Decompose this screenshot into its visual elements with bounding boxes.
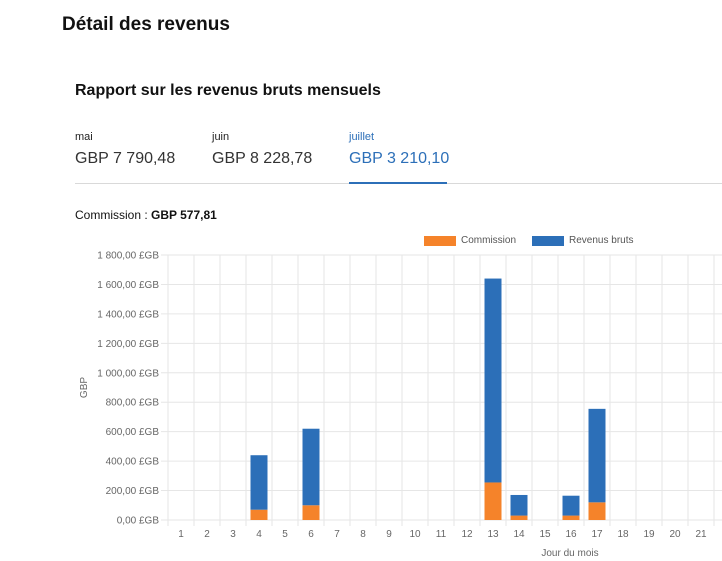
tab-juillet-value: GBP 3 210,10 bbox=[349, 150, 450, 167]
y-tick-label: 1 400,00 £GB bbox=[97, 309, 159, 320]
legend-swatch-commission bbox=[424, 235, 456, 246]
month-tabs: mai GBP 7 790,48 juin GBP 8 228,78 juill… bbox=[75, 126, 722, 184]
x-tick-label: 19 bbox=[643, 529, 655, 540]
commission-summary-label: Commission : bbox=[75, 208, 152, 222]
bar-revenus-bruts bbox=[302, 428, 320, 506]
bar-revenus-bruts bbox=[484, 278, 502, 483]
page-title: Détail des revenus bbox=[62, 14, 230, 35]
x-tick-label: 21 bbox=[695, 529, 707, 540]
x-tick-label: 18 bbox=[617, 529, 629, 540]
commission-summary-value: GBP 577,81 bbox=[151, 208, 217, 222]
x-tick-label: 10 bbox=[409, 529, 421, 540]
y-tick-label: 1 000,00 £GB bbox=[97, 368, 159, 379]
x-tick-label: 13 bbox=[487, 529, 499, 540]
x-tick-label: 17 bbox=[591, 529, 603, 540]
tab-mai-value: GBP 7 790,48 bbox=[75, 150, 176, 167]
y-tick-label: 1 200,00 £GB bbox=[97, 339, 159, 350]
x-tick-label: 16 bbox=[565, 529, 577, 540]
x-tick-label: 14 bbox=[513, 529, 525, 540]
x-tick-label: 5 bbox=[282, 529, 288, 540]
bar-commission bbox=[588, 502, 606, 520]
bar-revenus-bruts bbox=[562, 495, 580, 516]
y-tick-label: 400,00 £GB bbox=[106, 457, 160, 468]
x-tick-label: 9 bbox=[386, 529, 392, 540]
legend-label-commission: Commission bbox=[461, 235, 517, 246]
x-tick-label: 2 bbox=[204, 529, 210, 540]
y-tick-label: 0,00 £GB bbox=[117, 516, 160, 527]
bar-commission bbox=[250, 509, 268, 520]
commission-summary: Commission : GBP 577,81 bbox=[75, 208, 217, 222]
bar-revenus-bruts bbox=[250, 455, 268, 510]
tab-juin-label: juin bbox=[212, 131, 230, 143]
x-tick-label: 12 bbox=[461, 529, 473, 540]
x-tick-label: 7 bbox=[334, 529, 340, 540]
y-tick-label: 200,00 £GB bbox=[106, 486, 160, 497]
y-tick-label: 800,00 £GB bbox=[106, 398, 160, 409]
legend-item-commission[interactable]: Commission bbox=[424, 235, 516, 246]
x-tick-label: 11 bbox=[436, 529, 447, 540]
tab-mai[interactable]: mai GBP 7 790,48 bbox=[75, 126, 175, 183]
x-tick-label: 6 bbox=[308, 529, 314, 540]
y-tick-label: 1 800,00 £GB bbox=[97, 251, 159, 262]
bar-commission bbox=[302, 505, 320, 520]
bar-commission bbox=[484, 482, 502, 520]
tab-juillet-label: juillet bbox=[349, 131, 375, 143]
legend-item-revenus-bruts[interactable]: Revenus bruts bbox=[532, 235, 634, 246]
tab-mai-label: mai bbox=[75, 131, 93, 143]
legend-swatch-revenus-bruts bbox=[532, 235, 565, 246]
bar-commission bbox=[510, 515, 528, 520]
tab-juin[interactable]: juin GBP 8 228,78 bbox=[212, 126, 312, 183]
y-tick-label: 600,00 £GB bbox=[106, 427, 160, 438]
tab-juillet[interactable]: juillet GBP 3 210,10 bbox=[349, 126, 450, 184]
legend-label-revenus-bruts: Revenus bruts bbox=[569, 235, 634, 246]
chart-legend: Commission Revenus bruts bbox=[424, 235, 650, 246]
x-tick-label: 15 bbox=[539, 529, 551, 540]
x-tick-label: 4 bbox=[256, 529, 262, 540]
bar-revenus-bruts bbox=[510, 494, 528, 516]
y-tick-label: 1 600,00 £GB bbox=[97, 280, 159, 291]
bar-commission bbox=[562, 515, 580, 520]
report-title: Rapport sur les revenus bruts mensuels bbox=[75, 82, 381, 99]
x-tick-label: 8 bbox=[360, 529, 366, 540]
x-axis-title: Jour du mois bbox=[541, 548, 598, 559]
x-tick-label: 1 bbox=[178, 529, 184, 540]
bar-revenus-bruts bbox=[588, 408, 606, 503]
x-tick-label: 20 bbox=[669, 529, 681, 540]
y-axis-title: GBP bbox=[79, 377, 90, 398]
x-tick-label: 3 bbox=[230, 529, 236, 540]
tab-juin-value: GBP 8 228,78 bbox=[212, 150, 313, 167]
